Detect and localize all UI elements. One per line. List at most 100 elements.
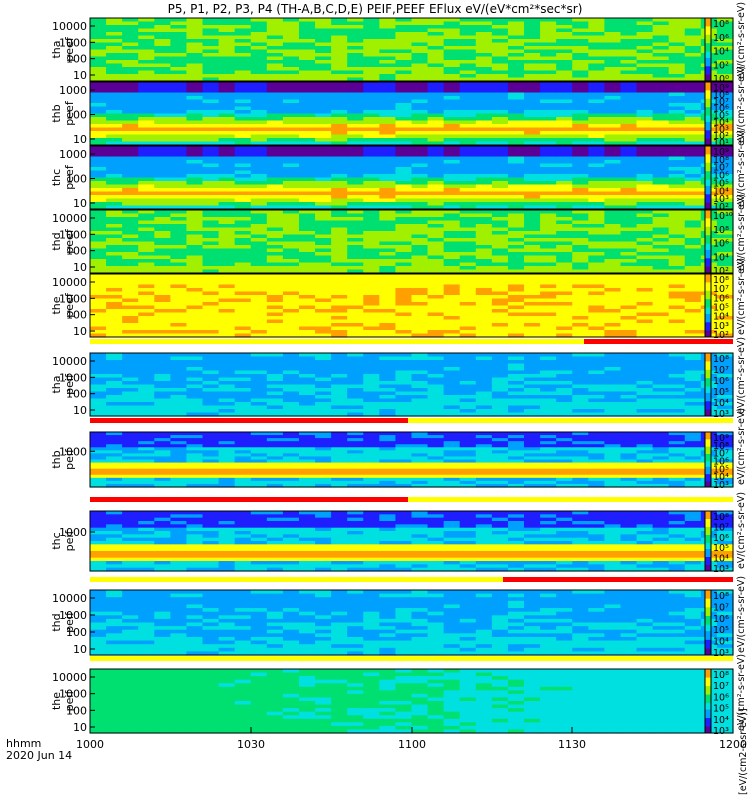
heatmap-cell [604,295,622,300]
heatmap-cell [716,160,734,165]
heatmap-cell [347,384,364,389]
y-tick-label: 10000 [52,212,87,225]
heatmap-cell [266,353,284,358]
heatmap-cell [459,89,477,94]
heatmap-cell [234,18,252,23]
heatmap-cell [684,266,702,271]
heatmap-cell [234,363,252,368]
heatmap-cell [620,353,638,358]
heatmap-cell [556,281,573,286]
heatmap-cell [459,56,477,61]
heatmap-cell [716,277,734,282]
heatmap-cell [684,284,702,289]
heatmap-cell [588,412,606,417]
heatmap-cell [411,471,429,476]
heatmap-cell [202,110,220,115]
heatmap-cell [668,316,686,321]
heatmap-cell [684,138,702,143]
heatmap-cell [620,384,638,389]
heatmap-cell [716,63,734,68]
heatmap-cell [652,241,670,246]
heatmap-cell [138,117,155,122]
heatmap-cell [427,127,445,132]
heatmap-cell [90,191,107,196]
heatmap-cell [556,42,573,47]
colorbar-segment [705,222,711,226]
heatmap-cell [475,92,493,97]
heatmap-cell [507,191,525,196]
heatmap-cell [540,153,557,158]
heatmap-cell [572,56,589,61]
heatmap-cell [363,266,380,271]
heatmap-cell [234,89,252,94]
heatmap-cell [298,113,316,118]
heatmap-cell [106,363,123,368]
colorbar-tick-label: 10³ [713,194,729,205]
heatmap-cell [122,163,139,168]
heatmap-cell [572,316,589,321]
heatmap-cell [250,188,268,193]
heatmap-cell [379,113,397,118]
heatmap-cell [331,377,348,382]
heatmap-cell [90,405,107,410]
heatmap-cell [556,245,573,250]
heatmap-cell [90,356,107,361]
heatmap-cell [138,35,155,40]
heatmap-cell [202,462,220,467]
colorbar-segment [705,20,711,23]
heatmap-cell [652,298,670,303]
heatmap-cell [668,153,686,158]
heatmap-cell [411,295,429,300]
heatmap-cell [588,120,606,125]
heatmap-cell [250,266,268,271]
heatmap-cell [524,367,541,372]
heatmap-cell [379,453,397,458]
heatmap-cell [315,281,332,286]
heatmap-cell [234,302,252,307]
heatmap-cell [266,195,284,200]
heatmap-cell [588,234,606,239]
heatmap-cell [379,255,397,260]
heatmap-cell [202,49,220,54]
heatmap-cell [524,167,541,172]
heatmap-cell [266,288,284,293]
heatmap-cell [459,231,477,236]
heatmap-cell [411,302,429,307]
heatmap-cell [90,231,107,236]
heatmap-cell [347,363,364,368]
heatmap-cell [186,46,204,51]
heatmap-cell [572,134,589,139]
heatmap-cell [154,42,171,47]
heatmap-cell [491,248,509,253]
heatmap-cell [652,284,670,289]
heatmap-cell [250,113,268,118]
heatmap-cell [234,63,252,68]
heatmap-cell [556,188,573,193]
heatmap-cell [572,49,589,54]
heatmap-cell [395,269,413,274]
heatmap-cell [636,333,654,338]
heatmap-cell [218,231,236,236]
heatmap-cell [218,156,236,161]
heatmap-cell [443,269,461,274]
heatmap-cell [427,141,445,146]
heatmap-cell [604,67,622,72]
heatmap-cell [572,141,589,146]
heatmap-cell [379,42,397,47]
heatmap-cell [443,288,461,293]
colorbar-segment [705,361,711,364]
heatmap-cell [411,181,429,186]
heatmap-cell [298,465,316,470]
heatmap-cell [315,353,332,358]
heatmap-cell [556,398,573,403]
heatmap-cell [411,367,429,372]
heatmap-cell [443,409,461,414]
heatmap-cell [234,85,252,90]
heatmap-cell [90,70,107,75]
heatmap-cell [524,277,541,282]
heatmap-cell [138,174,155,179]
heatmap-cell [331,174,348,179]
heatmap-cell [298,213,316,218]
heatmap-cell [186,131,204,136]
heatmap-cell [347,274,364,279]
